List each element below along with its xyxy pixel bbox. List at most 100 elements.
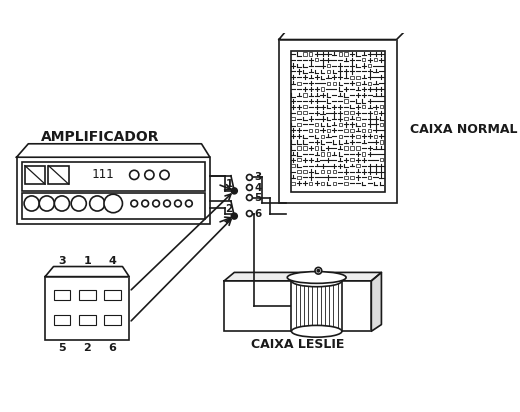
Bar — [79, 315, 96, 325]
Bar — [303, 94, 307, 97]
Text: AMPLIFICADOR: AMPLIFICADOR — [42, 130, 160, 144]
Circle shape — [24, 196, 39, 211]
Bar — [327, 64, 330, 67]
Circle shape — [246, 211, 252, 217]
Circle shape — [231, 213, 237, 219]
Bar — [303, 170, 307, 173]
Circle shape — [142, 200, 149, 207]
Bar — [380, 105, 383, 108]
Bar — [327, 82, 330, 85]
Bar — [297, 176, 301, 179]
Circle shape — [246, 194, 252, 201]
Bar — [356, 164, 359, 167]
Bar — [297, 111, 301, 115]
Bar — [374, 111, 377, 115]
Bar — [279, 40, 397, 204]
Bar — [303, 52, 307, 56]
Circle shape — [71, 196, 86, 211]
Bar — [315, 146, 318, 150]
Bar — [315, 129, 318, 132]
Bar — [350, 176, 354, 179]
Text: 5: 5 — [254, 192, 262, 203]
Bar — [380, 158, 383, 162]
Text: 3: 3 — [58, 257, 66, 267]
Bar — [104, 315, 121, 325]
Bar — [362, 152, 366, 156]
Bar — [291, 52, 385, 192]
Bar — [21, 162, 205, 191]
Bar — [315, 58, 318, 61]
Bar — [374, 135, 377, 138]
Bar — [350, 111, 354, 115]
Bar — [344, 182, 348, 185]
Bar — [344, 176, 348, 179]
Bar — [327, 170, 330, 173]
Bar — [368, 82, 371, 85]
Bar — [356, 135, 359, 138]
Bar — [344, 52, 348, 56]
Bar — [368, 176, 371, 179]
Bar — [356, 82, 359, 85]
Bar — [344, 99, 348, 103]
Circle shape — [246, 174, 252, 180]
Text: 5: 5 — [58, 343, 66, 353]
Bar — [54, 290, 70, 300]
Bar — [54, 315, 70, 325]
Bar — [344, 129, 348, 132]
Bar — [362, 129, 366, 132]
Bar — [303, 105, 307, 108]
Bar — [356, 146, 359, 150]
Circle shape — [89, 196, 105, 211]
Bar — [315, 123, 318, 126]
Ellipse shape — [287, 272, 346, 283]
Polygon shape — [45, 267, 129, 276]
Bar — [291, 164, 295, 167]
Text: 2: 2 — [226, 204, 233, 214]
Bar — [303, 111, 307, 115]
Bar — [297, 82, 301, 85]
Circle shape — [317, 269, 320, 272]
Ellipse shape — [291, 275, 342, 287]
Circle shape — [315, 267, 322, 274]
Circle shape — [175, 200, 181, 207]
Text: 6: 6 — [254, 208, 262, 219]
Bar — [362, 105, 366, 108]
Bar — [339, 135, 342, 138]
Bar — [291, 117, 295, 120]
Bar — [350, 129, 354, 132]
Bar — [327, 152, 330, 156]
Bar — [45, 276, 129, 339]
Bar — [297, 158, 301, 162]
Bar — [344, 117, 348, 120]
Bar — [25, 166, 45, 184]
Bar — [321, 152, 324, 156]
Bar — [344, 146, 348, 150]
Bar — [350, 146, 354, 150]
Bar — [309, 182, 313, 185]
Bar — [321, 170, 324, 173]
Bar — [333, 182, 336, 185]
Bar — [309, 129, 313, 132]
Text: 3: 3 — [254, 172, 262, 183]
Bar — [309, 52, 313, 56]
Bar — [333, 170, 336, 173]
Bar — [297, 170, 301, 173]
Circle shape — [55, 196, 70, 211]
Text: 4: 4 — [109, 257, 116, 267]
Bar — [291, 281, 342, 331]
Circle shape — [145, 170, 154, 180]
Circle shape — [129, 170, 139, 180]
Bar — [321, 182, 324, 185]
Bar — [297, 146, 301, 150]
Bar — [362, 123, 366, 126]
Circle shape — [231, 188, 237, 194]
Text: 6: 6 — [109, 343, 116, 353]
Text: CAIXA LESLIE: CAIXA LESLIE — [251, 338, 344, 351]
Bar — [291, 182, 295, 185]
Bar — [356, 117, 359, 120]
Bar — [224, 281, 371, 331]
Polygon shape — [224, 272, 381, 281]
Polygon shape — [371, 272, 381, 331]
Bar — [356, 76, 359, 79]
Circle shape — [39, 196, 55, 211]
